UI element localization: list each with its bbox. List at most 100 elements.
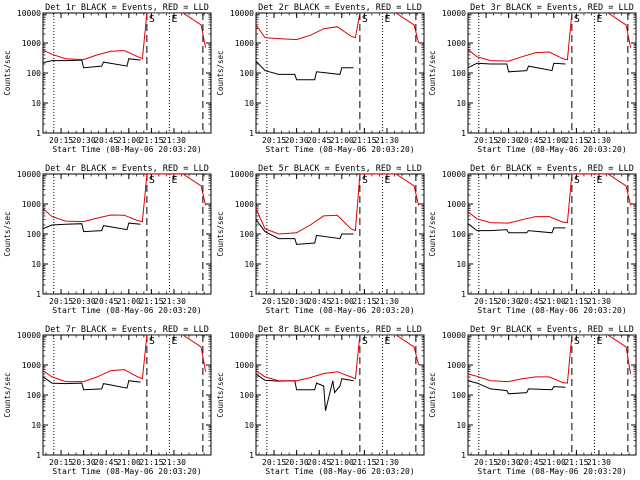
y-tick-label: 1 [249,290,254,299]
x-tick-label: 21:30 [375,458,399,467]
series-line-events [256,373,354,411]
x-tick-label: 20:30 [72,136,96,145]
x-tick-label: 21:00 [542,297,566,306]
y-tick-label: 1000 [22,200,41,209]
plot-frame [467,334,637,456]
y-tick-label: 10000 [442,170,466,179]
y-tick-label: 1 [461,129,466,138]
plot-frame [42,334,212,456]
x-tick-label: 21:00 [117,458,141,467]
marker-label: S [574,336,580,347]
x-axis-label: Start Time (08-May-06 20:03:20) [52,145,201,154]
x-tick-label: 20:45 [94,458,118,467]
y-tick-label: 1000 [235,39,254,48]
x-tick-label: 21:15 [564,136,588,145]
x-tick-label: 21:30 [587,297,611,306]
series-group [468,174,632,234]
y-tick-label: 1000 [447,361,466,370]
x-axis-label: Start Time (08-May-06 20:03:20) [52,467,201,476]
y-tick-label: 100 [27,69,42,78]
marker-label: S [574,14,580,25]
marker-label: S [362,175,368,186]
x-tick-label: 21:30 [375,136,399,145]
y-tick-label: 10 [31,99,41,108]
y-tick-label: 100 [240,230,255,239]
y-tick-label: 100 [452,69,467,78]
x-tick-label: 21:15 [139,297,163,306]
x-tick-label: 21:00 [542,136,566,145]
y-axis-label: Counts/sec [428,50,437,95]
x-tick-label: 21:00 [117,297,141,306]
chart-title: Det 1r BLACK = Events, RED = LLD [45,3,209,13]
y-tick-label: 10 [244,421,254,430]
x-tick-label: 20:45 [519,297,543,306]
chart-title: Det 7r BLACK = Events, RED = LLD [45,325,209,335]
series-line-lld [43,335,207,383]
y-tick-label: 10 [244,99,254,108]
y-tick-label: 10000 [442,331,466,340]
plot-frame [467,12,637,134]
y-tick-label: 100 [240,391,255,400]
marker-label: E [384,175,390,186]
y-tick-label: 1000 [447,39,466,48]
x-tick-label: 20:15 [474,458,498,467]
x-tick-label: 21:15 [352,297,376,306]
x-tick-label: 20:15 [49,136,73,145]
marker-label: S [149,175,155,186]
x-tick-label: 21:15 [139,458,163,467]
y-axis-label: Counts/sec [216,50,225,95]
marker-label: S [362,336,368,347]
y-tick-label: 100 [27,391,42,400]
chart-title: Det 2r BLACK = Events, RED = LLD [258,3,422,13]
y-tick-label: 1 [249,451,254,460]
y-tick-label: 10 [456,260,466,269]
x-tick-label: 21:15 [139,136,163,145]
y-tick-label: 100 [27,230,42,239]
x-tick-label: 21:00 [330,136,354,145]
y-tick-label: 10000 [230,9,254,18]
chart-panel-8r: Det 8r BLACK = Events, RED = LLD 1 10 100 10… [216,325,425,476]
x-axis-label: Start Time (08-May-06 20:03:20) [265,467,414,476]
series-line-lld [468,13,632,62]
y-tick-label: 1 [461,290,466,299]
series-line-lld [256,13,420,44]
plot-frame [42,173,212,295]
chart-title: Det 4r BLACK = Events, RED = LLD [45,164,209,174]
series-line-lld [256,335,420,382]
series-line-lld [43,13,207,61]
x-tick-label: 21:15 [352,458,376,467]
chart-title: Det 3r BLACK = Events, RED = LLD [470,3,634,13]
x-tick-label: 20:15 [262,458,286,467]
x-tick-label: 21:00 [542,458,566,467]
y-tick-label: 10 [456,421,466,430]
marker-label: S [149,14,155,25]
chart-title: Det 9r BLACK = Events, RED = LLD [470,325,634,335]
x-axis-label: Start Time (08-May-06 20:03:20) [477,145,626,154]
chart-panel-2r: Det 2r BLACK = Events, RED = LLD 1 10 100 10… [216,3,425,154]
series-line-events [43,222,141,233]
y-tick-label: 10000 [17,170,41,179]
series-group [256,13,420,81]
series-line-lld [468,174,632,224]
chart-panel-9r: Det 9r BLACK = Events, RED = LLD 1 10 100 10… [428,325,637,476]
series-line-events [468,62,566,73]
series-line-lld [256,174,420,235]
series-group [43,335,207,391]
y-tick-label: 1 [36,129,41,138]
y-tick-label: 10 [31,421,41,430]
marker-label: E [171,336,177,347]
x-tick-label: 20:30 [285,136,309,145]
x-tick-label: 20:45 [307,136,331,145]
x-tick-label: 20:30 [72,297,96,306]
y-axis-label: Counts/sec [216,372,225,417]
y-tick-label: 1000 [22,361,41,370]
x-tick-label: 20:30 [497,297,521,306]
x-tick-label: 20:30 [497,458,521,467]
chart-panel-4r: Det 4r BLACK = Events, RED = LLD 1 10 100 10… [3,164,212,315]
x-tick-label: 20:15 [474,136,498,145]
marker-label: E [596,14,602,25]
marker-label: E [384,336,390,347]
x-tick-label: 20:15 [474,297,498,306]
y-tick-label: 10 [456,99,466,108]
